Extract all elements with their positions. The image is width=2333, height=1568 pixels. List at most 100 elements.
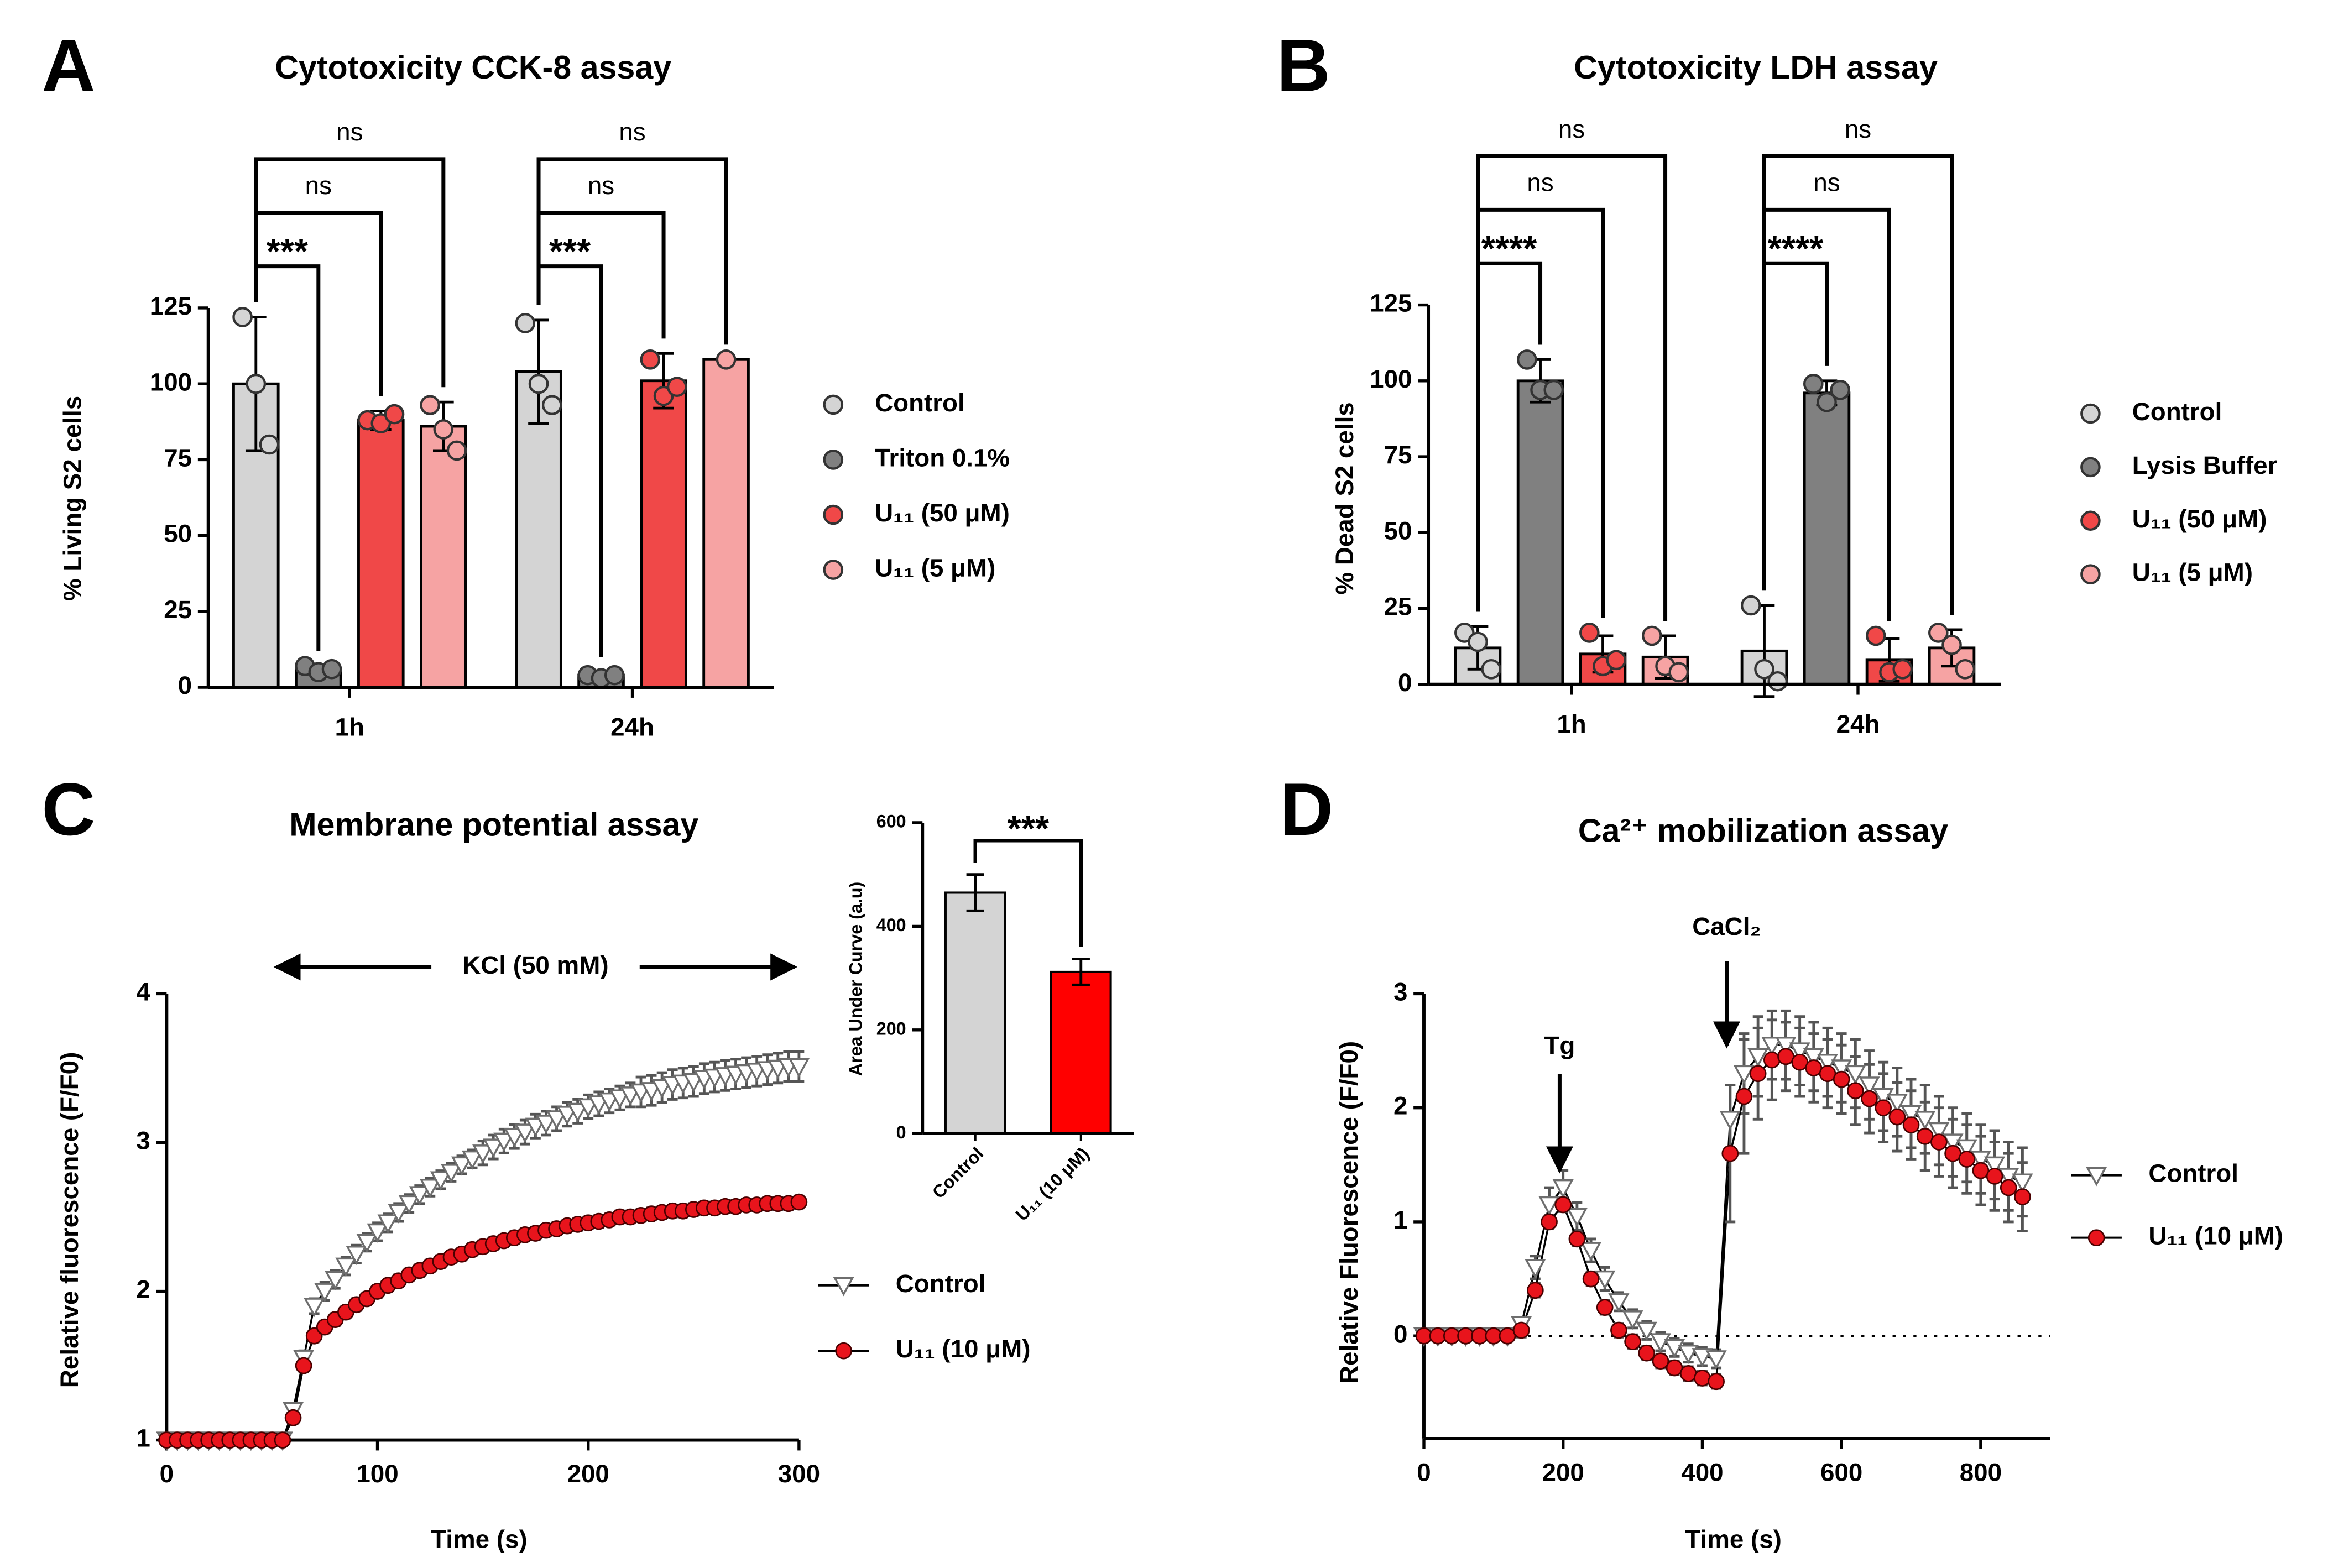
legend-label: Triton 0.1% <box>875 444 1010 472</box>
data-point <box>1415 1327 1433 1345</box>
legend-marker <box>823 450 844 470</box>
legend-marker <box>2080 403 2101 424</box>
legend-marker <box>2080 564 2101 584</box>
data-point <box>1527 1282 1544 1299</box>
data-point <box>1928 623 1949 643</box>
data-point <box>1580 1242 1602 1262</box>
bar <box>1050 970 1112 1135</box>
data-point <box>1845 1065 1866 1085</box>
data-point <box>1652 1352 1669 1370</box>
error-bar <box>1072 958 1090 986</box>
legend-marker <box>2087 1229 2105 1246</box>
x-tick-label: 100 <box>356 1460 398 1488</box>
data-point <box>446 440 467 461</box>
data-point <box>1928 1122 1950 1142</box>
chart-title: Cytotoxicity LDH assay <box>1574 49 1938 86</box>
legend-label: Control <box>896 1269 986 1298</box>
data-point <box>1594 1270 1616 1290</box>
data-point <box>1944 1144 1961 1162</box>
panel-letter: C <box>41 767 95 851</box>
data-point <box>2012 1173 2033 1193</box>
bar <box>944 891 1006 1135</box>
data-point <box>1679 1365 1697 1382</box>
data-point <box>1956 1139 1977 1159</box>
data-point <box>1830 379 1851 400</box>
annotation-background <box>431 946 640 988</box>
data-point <box>1875 1099 1892 1117</box>
data-point <box>1831 1059 1852 1079</box>
chart-title: Membrane potential assay <box>289 806 698 843</box>
y-tick-label: 0 <box>178 671 192 699</box>
data-point <box>1708 1373 1725 1391</box>
data-point <box>284 1409 302 1426</box>
data-point <box>367 1223 388 1243</box>
data-point <box>1650 1333 1672 1353</box>
significance-label: **** <box>1481 229 1537 269</box>
x-tick-label: 600 <box>1820 1459 1862 1487</box>
legend-label: U₁₁ (5 μM) <box>2132 558 2253 587</box>
legend-marker <box>823 504 844 525</box>
x-tick-label: 0 <box>1417 1459 1431 1487</box>
y-tick-label: 100 <box>1370 365 1412 393</box>
data-point <box>1733 1065 1755 1085</box>
data-point <box>1541 1213 1558 1231</box>
x-tick-label: 800 <box>1960 1459 2002 1487</box>
data-point <box>1543 379 1564 400</box>
data-point <box>1892 658 1913 680</box>
data-point <box>295 1357 312 1374</box>
y-tick-label: 0 <box>1393 1320 1407 1348</box>
legend-marker <box>833 1277 854 1297</box>
x-tick-label: 300 <box>778 1460 820 1488</box>
data-point <box>541 395 562 415</box>
data-point <box>274 1431 291 1449</box>
data-point <box>1847 1082 1864 1100</box>
data-point <box>1705 1350 1727 1370</box>
data-point <box>440 1164 462 1184</box>
x-tick-label: 0 <box>160 1460 174 1488</box>
x-tick-label: 24h <box>1836 710 1880 738</box>
data-point <box>1566 1208 1588 1227</box>
y-tick-label: 25 <box>164 595 192 624</box>
y-axis-label: % Living S2 cells <box>59 396 87 601</box>
legend-marker <box>823 560 844 580</box>
legend-label: Control <box>2132 398 2222 426</box>
data-point <box>1525 1259 1546 1279</box>
data-point <box>1791 1053 1808 1071</box>
data-point <box>259 434 280 455</box>
data-point <box>1624 1333 1641 1350</box>
data-point <box>1747 1048 1769 1068</box>
data-point <box>1642 625 1662 646</box>
y-axis-label: % Dead S2 cells <box>1330 402 1359 594</box>
data-point <box>1719 1111 1741 1131</box>
y-axis-label: Relative fluorescence (F/F0) <box>55 1052 83 1388</box>
legend-label: Lysis Buffer <box>2132 451 2278 479</box>
data-point <box>1721 1144 1739 1162</box>
data-point <box>528 373 549 394</box>
data-point <box>1777 1048 1794 1065</box>
legend-label: Control <box>2148 1159 2238 1188</box>
data-point <box>377 1214 399 1234</box>
data-point <box>1817 1053 1839 1073</box>
data-point <box>1740 595 1761 616</box>
x-tick-label: 200 <box>1542 1459 1584 1487</box>
data-point <box>1538 1196 1560 1216</box>
data-point <box>1865 625 1886 646</box>
y-tick-label: 0 <box>896 1122 906 1142</box>
data-point <box>1579 623 1600 643</box>
data-point <box>1998 1168 2019 1188</box>
y-tick-label: 25 <box>1384 593 1412 621</box>
data-point <box>716 349 737 370</box>
chart-title: Ca²⁺ mobilization assay <box>1578 812 1948 849</box>
bar <box>1803 391 1851 686</box>
data-point <box>430 1171 451 1191</box>
data-point <box>1552 1179 1574 1199</box>
legend-label: U₁₁ (50 μM) <box>875 499 1010 527</box>
data-point <box>1833 1070 1850 1088</box>
y-tick-label: 1 <box>1393 1206 1407 1234</box>
data-point <box>1775 1037 1797 1057</box>
data-point <box>535 1115 557 1135</box>
significance-label: ns <box>305 171 332 200</box>
data-point <box>1512 1321 1530 1339</box>
bar <box>420 425 467 689</box>
